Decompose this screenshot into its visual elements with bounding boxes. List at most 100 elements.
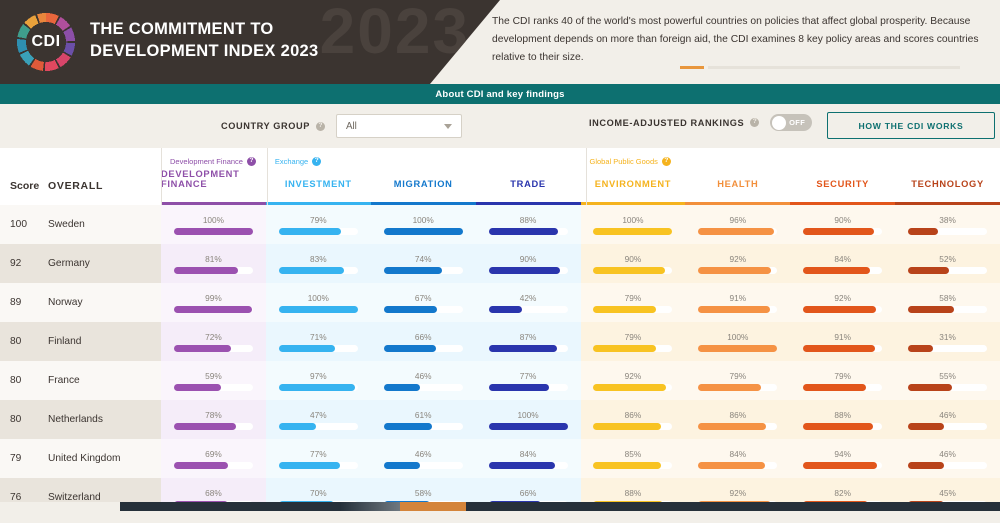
cell-country-name: Germany	[48, 258, 90, 269]
cell-percent-label: 83%	[310, 253, 327, 264]
progress-bar-track	[278, 227, 358, 235]
progress-bar-track	[698, 383, 778, 391]
cell-technology: 46%	[895, 400, 1000, 439]
cell-percent-label: 92%	[834, 292, 851, 303]
progress-bar-track	[803, 344, 883, 352]
column-group-title: Development Finance?	[170, 157, 256, 166]
cell-percent-label: 99%	[205, 292, 222, 303]
column-group-development-finance: Development Finance? DEVELOPMENT FINANCE	[161, 148, 266, 205]
column-header-migration[interactable]: MIGRATION	[370, 148, 476, 205]
column-header-investment[interactable]: INVESTMENT	[265, 148, 371, 205]
progress-bar-fill	[173, 266, 238, 274]
table-header-row: Score OVERALL Development Finance? DEVELOPM…	[0, 148, 1000, 205]
help-icon[interactable]: ?	[661, 157, 671, 166]
cell-technology: 52%	[895, 244, 1000, 283]
progress-bar-track	[173, 266, 253, 274]
column-header-technology[interactable]: TECHNOLOGY	[895, 148, 1000, 205]
table-row[interactable]: 80 Finland 72% 71% 66% 87% 79% 100% 91% 31%	[0, 322, 1000, 361]
cell-percent-label: 45%	[939, 487, 956, 498]
cell-security: 91%	[790, 322, 896, 361]
progress-bar-fill	[383, 383, 421, 391]
cell-percent-label: 100%	[622, 214, 644, 225]
table-row[interactable]: 80 France 59% 97% 46% 77% 92% 79% 79% 55%	[0, 361, 1000, 400]
cell-environment: 85%	[580, 439, 686, 478]
column-group-exchange: Exchange? INVESTMENT MIGRATION TRADE	[265, 148, 581, 205]
progress-bar-track	[383, 227, 463, 235]
help-icon[interactable]: ?	[312, 157, 322, 166]
cell-security: 90%	[790, 205, 896, 244]
scrollbar-thumb[interactable]	[400, 502, 466, 511]
column-group-global-public-goods: Global Public Goods? ENVIRONMENT HEALTH SEC…	[580, 148, 1000, 205]
cell-percent-label: 92%	[729, 487, 747, 498]
cell-environment: 100%	[580, 205, 686, 244]
rankings-table: Score OVERALL Development Finance? DEVELOPM…	[0, 148, 1000, 511]
progress-bar-fill	[488, 227, 559, 235]
table-row[interactable]: 89 Norway 99% 100% 67% 42% 79% 91% 92% 58%	[0, 283, 1000, 322]
progress-bar-track	[698, 227, 778, 235]
column-header-development-finance[interactable]: DEVELOPMENT FINANCE	[161, 148, 266, 205]
progress-bar-track	[593, 344, 673, 352]
progress-bar-fill	[173, 227, 253, 235]
column-header-trade[interactable]: TRADE	[475, 148, 581, 205]
progress-bar-track	[173, 383, 253, 391]
cell-environment: 92%	[580, 361, 686, 400]
cell-security: 92%	[790, 283, 896, 322]
progress-bar-fill	[908, 344, 933, 352]
cell-security: 84%	[790, 244, 896, 283]
cell-development-finance: 69%	[161, 439, 266, 478]
horizontal-scrollbar[interactable]	[0, 502, 1000, 511]
progress-bar-fill	[383, 461, 421, 469]
help-icon[interactable]: ?	[246, 157, 256, 166]
progress-bar-fill	[803, 383, 866, 391]
table-row[interactable]: 80 Netherlands 78% 47% 61% 100% 86% 86% 88% 46%	[0, 400, 1000, 439]
progress-bar-fill	[908, 383, 952, 391]
carousel-dot-active[interactable]	[680, 66, 704, 69]
cell-percent-label: 90%	[834, 214, 851, 225]
column-header-overall[interactable]: OVERALL	[48, 180, 104, 192]
table-row[interactable]: 79 United Kingdom 69% 77% 46% 84% 85% 84% 94% 46%	[0, 439, 1000, 478]
cell-percent-label: 81%	[205, 253, 222, 264]
cell-percent-label: 100%	[412, 214, 434, 225]
cell-investment: 100%	[265, 283, 371, 322]
progress-bar-track	[593, 305, 673, 313]
help-icon[interactable]: ?	[750, 118, 760, 127]
cell-country-name: Switzerland	[48, 492, 101, 503]
carousel-indicator[interactable]	[680, 66, 960, 69]
table-row[interactable]: 100 Sweden 100% 79% 100% 88% 100% 96% 90% 38%	[0, 205, 1000, 244]
scrollbar-track[interactable]	[120, 502, 1000, 511]
cell-percent-label: 94%	[834, 448, 851, 459]
cell-percent-label: 100%	[307, 292, 329, 303]
carousel-dot-inactive[interactable]	[708, 66, 960, 69]
cell-percent-label: 88%	[519, 214, 537, 225]
cell-country-name: United Kingdom	[48, 453, 121, 464]
progress-bar-track	[698, 344, 778, 352]
cell-environment: 79%	[580, 283, 686, 322]
income-adjusted-toggle[interactable]: OFF	[770, 114, 813, 131]
progress-bar-track	[383, 305, 463, 313]
cell-percent-label: 91%	[834, 331, 851, 342]
how-the-cdi-works-button[interactable]: HOW THE CDI WORKS	[827, 112, 995, 139]
cell-migration: 61%	[370, 400, 476, 439]
cell-percent-label: 86%	[624, 409, 642, 420]
progress-bar-fill	[698, 344, 778, 352]
about-cdi-banner[interactable]: About CDI and key findings	[0, 84, 1000, 104]
cell-investment: 79%	[265, 205, 371, 244]
progress-bar-fill	[908, 422, 945, 430]
table-row[interactable]: 92 Germany 81% 83% 74% 90% 90% 92% 84% 52%	[0, 244, 1000, 283]
cell-percent-label: 88%	[624, 487, 642, 498]
income-adjusted-control: INCOME-ADJUSTED RANKINGS ? OFF	[589, 114, 813, 131]
progress-bar-fill	[803, 422, 873, 430]
cell-percent-label: 46%	[939, 409, 956, 420]
cell-environment: 86%	[580, 400, 686, 439]
cell-percent-label: 79%	[310, 214, 327, 225]
progress-bar-track	[803, 227, 883, 235]
column-header-environment[interactable]: ENVIRONMENT	[580, 148, 686, 205]
cell-percent-label: 42%	[519, 292, 537, 303]
column-header-health[interactable]: HEALTH	[685, 148, 791, 205]
country-group-select[interactable]: All	[335, 114, 462, 138]
column-header-security[interactable]: SECURITY	[790, 148, 896, 205]
progress-bar-track	[593, 266, 673, 274]
help-icon[interactable]: ?	[315, 121, 325, 131]
column-header-score[interactable]: Score	[10, 180, 40, 192]
column-header-label: ENVIRONMENT	[594, 179, 672, 189]
